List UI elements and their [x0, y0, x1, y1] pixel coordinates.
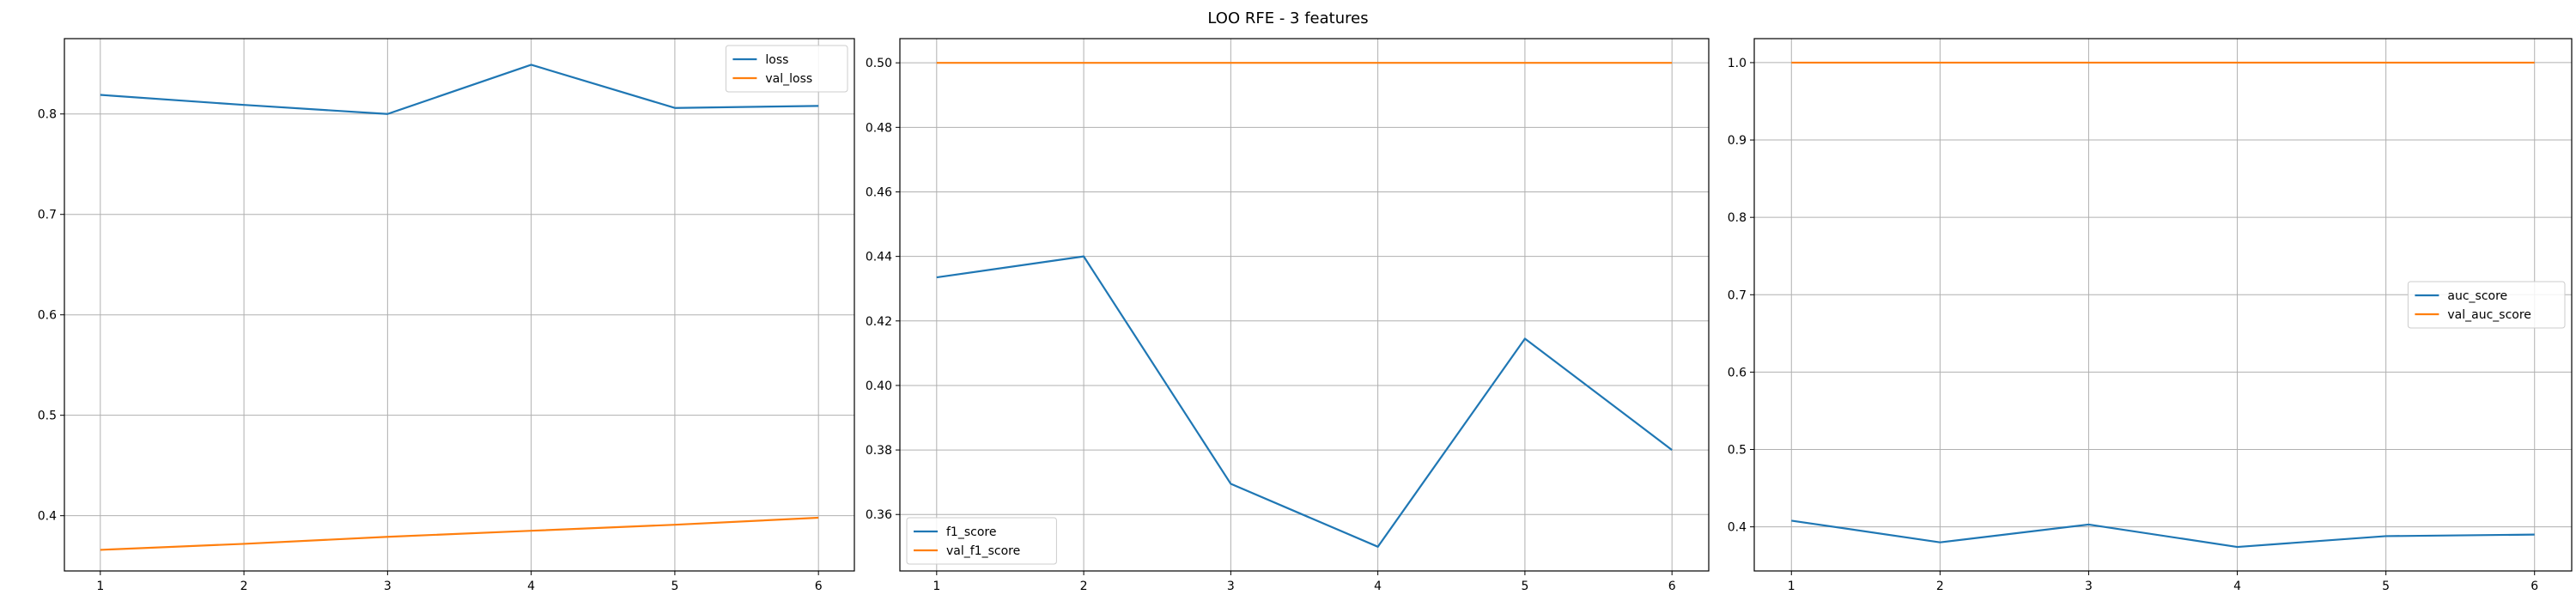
- y-tick-label: 0.36: [866, 508, 892, 522]
- x-tick-label: 1: [1788, 580, 1795, 593]
- subplots: 1 2 3 4 5 6 0.4 0.5 0.6 0.7 0.8 loss val_loss 1 2 3 4 5 6 0…: [38, 38, 2573, 593]
- legend-label: auc_score: [2447, 289, 2507, 303]
- y-tick-label: 1.0: [1728, 57, 1747, 70]
- y-tick-label: 0.50: [866, 57, 892, 70]
- legend-label: loss: [765, 53, 788, 67]
- y-tick-label: 0.4: [38, 510, 57, 524]
- y-tick-label: 0.46: [866, 185, 892, 199]
- x-tick-label: 4: [527, 580, 535, 593]
- legend-label: val_auc_score: [2447, 308, 2531, 322]
- subplot-2: 1 2 3 4 5 6 0.36 0.38 0.40 0.42 0.44 0.46 0.48 0.50 f1…: [866, 38, 1710, 593]
- x-tick-label: 3: [384, 580, 392, 593]
- x-tick-label: 2: [240, 580, 248, 593]
- subplot-1: 1 2 3 4 5 6 0.4 0.5 0.6 0.7 0.8 loss val_loss: [38, 38, 855, 593]
- legend: auc_score val_auc_score: [2407, 281, 2566, 329]
- x-tick-label: 6: [2530, 580, 2538, 593]
- y-tick-label: 0.8: [1728, 211, 1747, 225]
- x-tick-label: 6: [815, 580, 823, 593]
- x-tick-label: 1: [933, 580, 940, 593]
- figure-title: LOO RFE - 3 features: [1207, 9, 1368, 27]
- x-tick-label: 2: [1936, 580, 1944, 593]
- axes-frame: [64, 38, 855, 572]
- y-tick-label: 0.38: [866, 444, 892, 458]
- x-tick-label: 5: [671, 580, 678, 593]
- series-line-val-loss: [100, 516, 819, 551]
- y-tick-label: 0.42: [866, 315, 892, 329]
- x-tick-label: 3: [2085, 580, 2093, 593]
- x-tick-label: 1: [96, 580, 104, 593]
- subplot-3: 1 2 3 4 5 6 0.4 0.5 0.6 0.7 0.8 0.9 1.0 auc_score val_…: [1728, 38, 2573, 593]
- legend-label: f1_score: [946, 525, 996, 539]
- y-tick-label: 0.6: [38, 309, 57, 323]
- axes-frame: [1753, 38, 2573, 572]
- x-tick-label: 6: [1668, 580, 1676, 593]
- series-line-f1-score: [936, 255, 1673, 548]
- y-tick-label: 0.8: [38, 108, 57, 122]
- y-tick-label: 0.48: [866, 121, 892, 135]
- y-tick-label: 0.7: [38, 209, 57, 222]
- legend-box: [725, 45, 848, 93]
- y-tick-label: 0.4: [1728, 521, 1747, 535]
- legend-box: [906, 517, 1057, 565]
- series-line-loss: [100, 64, 819, 115]
- y-tick-label: 0.5: [1728, 444, 1747, 458]
- series-line-auc-score: [1791, 519, 2535, 549]
- x-tick-label: 5: [2382, 580, 2390, 593]
- legend-label: val_loss: [765, 72, 812, 86]
- y-tick-label: 0.7: [1728, 288, 1747, 302]
- legend-box: [2407, 281, 2566, 329]
- y-tick-label: 0.9: [1728, 134, 1747, 148]
- x-tick-label: 3: [1227, 580, 1235, 593]
- y-tick-label: 0.44: [866, 251, 892, 264]
- axes-frame: [899, 38, 1710, 572]
- x-tick-label: 2: [1080, 580, 1088, 593]
- y-tick-label: 0.6: [1728, 366, 1747, 379]
- y-tick-label: 0.40: [866, 379, 892, 393]
- legend-label: val_f1_score: [946, 544, 1020, 558]
- x-tick-label: 4: [1374, 580, 1382, 593]
- y-tick-label: 0.5: [38, 410, 57, 423]
- x-tick-label: 5: [1521, 580, 1528, 593]
- x-tick-label: 4: [2233, 580, 2241, 593]
- legend: loss val_loss: [725, 45, 848, 93]
- legend: f1_score val_f1_score: [906, 517, 1057, 565]
